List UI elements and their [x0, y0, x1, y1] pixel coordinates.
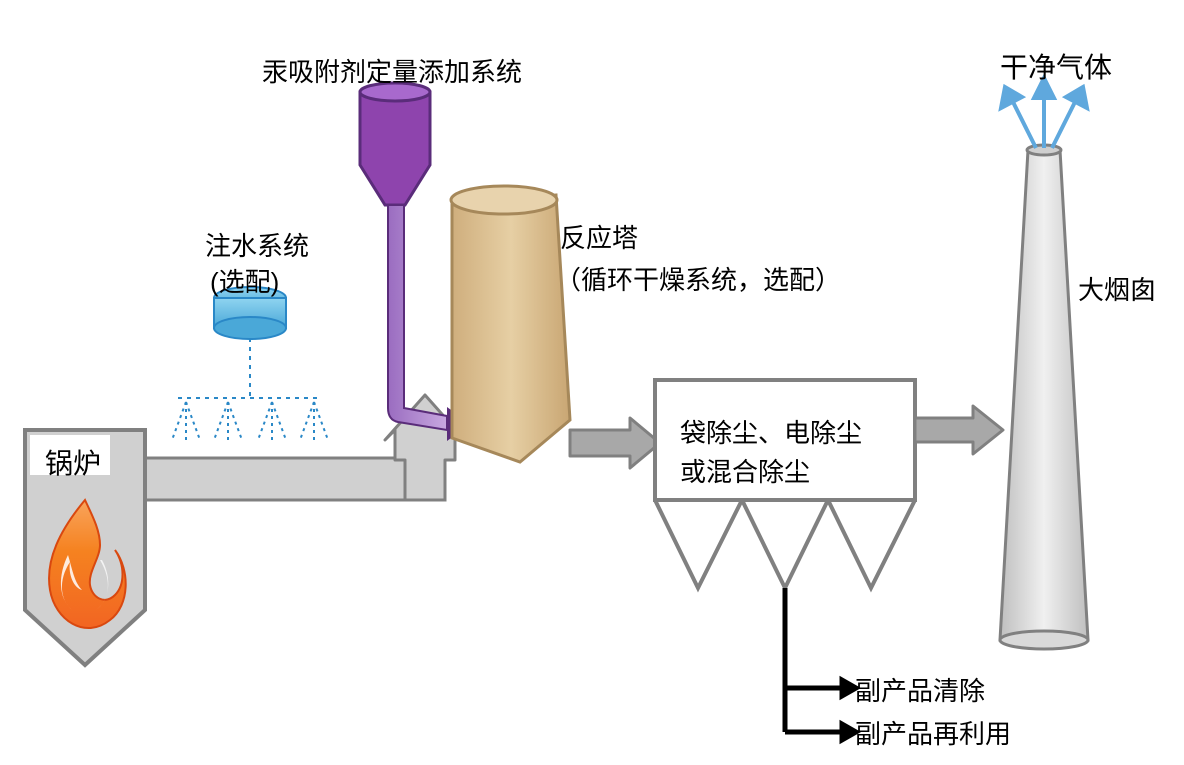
tower-label-1: 反应塔 [560, 218, 638, 255]
process-diagram [0, 0, 1184, 765]
arrow-reactor-to-collector [570, 418, 660, 468]
stack-label: 大烟囱 [1078, 270, 1156, 307]
collector-label-1: 袋除尘、电除尘 [680, 413, 862, 450]
water-injection-node [172, 287, 328, 443]
collector-label-2: 或混合除尘 [680, 452, 810, 489]
byproduct-arrows [785, 588, 856, 740]
water-sys-label-2: (选配) [210, 262, 279, 299]
byproduct-label-1: 副产品清除 [855, 671, 985, 708]
water-sys-label-1: 注水系统 [205, 226, 309, 263]
tower-label-2: （循环干燥系统，选配） [555, 260, 841, 297]
stack-node [1000, 145, 1088, 649]
clean-gas-arrows [1001, 78, 1087, 148]
adsorbent-label: 汞吸附剂定量添加系统 [262, 52, 522, 89]
arrow-collector-to-stack [915, 406, 1003, 454]
boiler-label: 锅炉 [45, 442, 101, 482]
reaction-tower-node [451, 186, 570, 462]
clean-gas-label: 干净气体 [1000, 46, 1112, 86]
byproduct-label-2: 副产品再利用 [855, 714, 1011, 751]
